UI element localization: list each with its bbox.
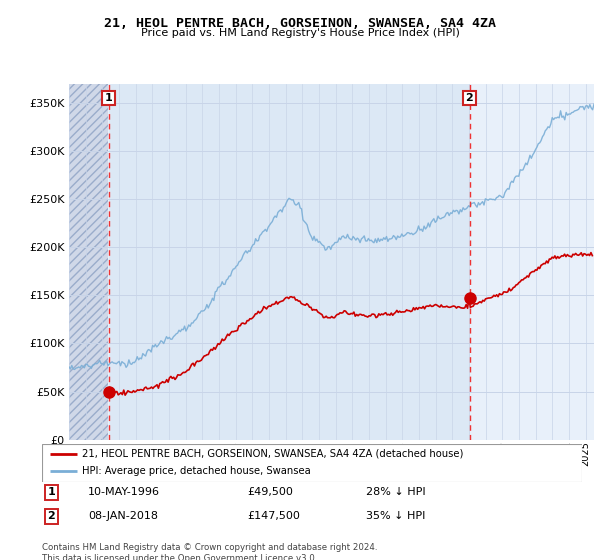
Bar: [470, 84, 594, 440]
Bar: [69, 84, 109, 440]
Text: Price paid vs. HM Land Registry's House Price Index (HPI): Price paid vs. HM Land Registry's House …: [140, 28, 460, 38]
Text: 2: 2: [47, 511, 55, 521]
Text: £147,500: £147,500: [247, 511, 300, 521]
Text: 10-MAY-1996: 10-MAY-1996: [88, 487, 160, 497]
Text: 21, HEOL PENTRE BACH, GORSEINON, SWANSEA, SA4 4ZA (detached house): 21, HEOL PENTRE BACH, GORSEINON, SWANSEA…: [83, 449, 464, 459]
Text: 35% ↓ HPI: 35% ↓ HPI: [366, 511, 425, 521]
Text: 28% ↓ HPI: 28% ↓ HPI: [366, 487, 425, 497]
Text: Contains HM Land Registry data © Crown copyright and database right 2024.
This d: Contains HM Land Registry data © Crown c…: [42, 543, 377, 560]
Text: HPI: Average price, detached house, Swansea: HPI: Average price, detached house, Swan…: [83, 466, 311, 477]
FancyBboxPatch shape: [42, 444, 582, 482]
Text: £49,500: £49,500: [247, 487, 293, 497]
Text: 2: 2: [466, 93, 473, 103]
Text: 1: 1: [104, 93, 112, 103]
Bar: [109, 84, 470, 440]
Text: 21, HEOL PENTRE BACH, GORSEINON, SWANSEA, SA4 4ZA: 21, HEOL PENTRE BACH, GORSEINON, SWANSEA…: [104, 17, 496, 30]
Text: 08-JAN-2018: 08-JAN-2018: [88, 511, 158, 521]
Text: 1: 1: [47, 487, 55, 497]
